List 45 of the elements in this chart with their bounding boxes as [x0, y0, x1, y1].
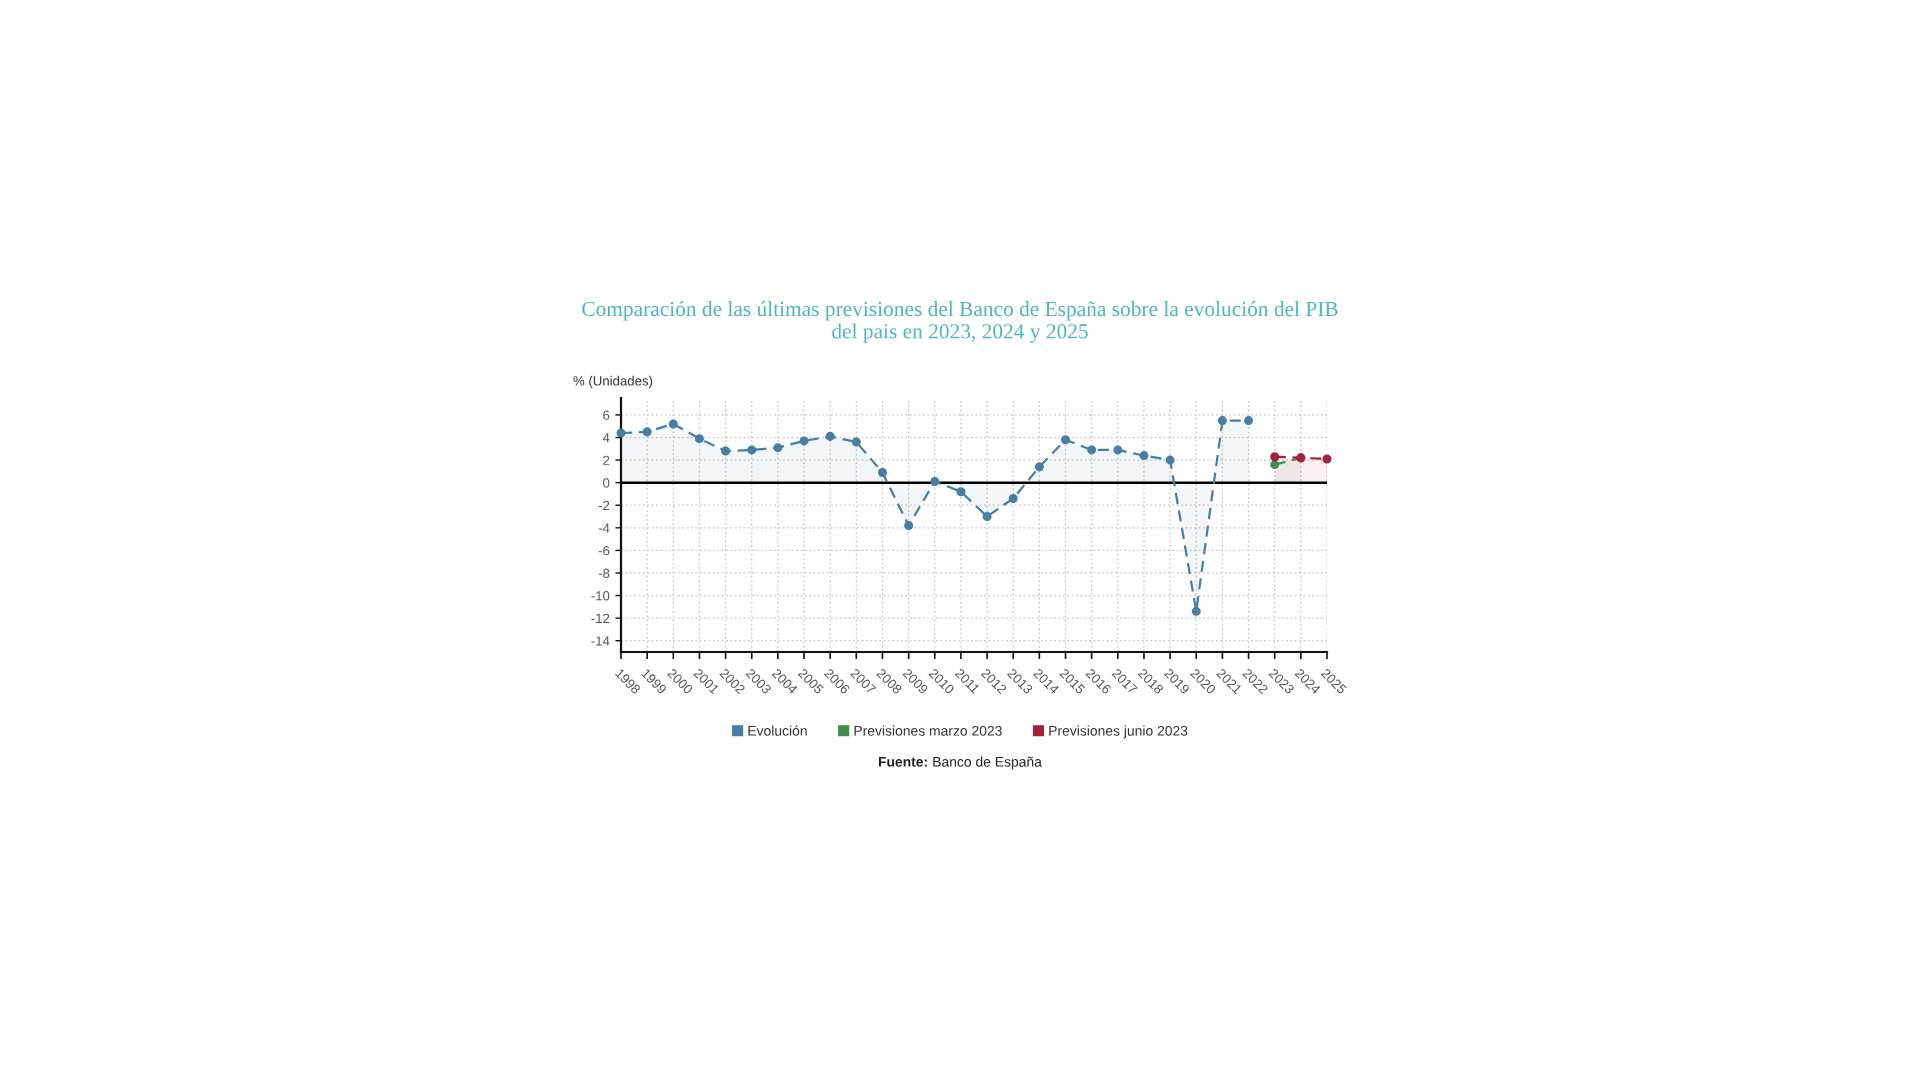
point [668, 419, 678, 429]
point [642, 427, 652, 437]
point [1322, 454, 1332, 464]
legend-label: Previsiones marzo 2023 [854, 725, 1002, 736]
point [616, 428, 626, 438]
point [904, 521, 914, 531]
point [825, 431, 835, 441]
point [773, 443, 783, 453]
y-axis-title: % (Unidades) [573, 375, 653, 389]
point [1008, 493, 1018, 503]
point [1191, 606, 1201, 616]
point [1061, 435, 1071, 445]
point [982, 512, 992, 522]
point [1244, 416, 1254, 426]
y-tick-label: -8 [598, 568, 610, 578]
y-tick-label: 2 [603, 455, 610, 465]
y-tick-label: 0 [603, 478, 610, 488]
y-tick-label: -14 [591, 636, 610, 646]
source-note: Fuente: Banco de España [878, 756, 1042, 770]
point [694, 434, 704, 444]
point [1165, 455, 1175, 465]
y-tick-label: -12 [591, 613, 610, 623]
y-tick-label: -6 [598, 545, 610, 556]
y-tick-label: -2 [598, 500, 610, 511]
chart-title: Comparación de las últimas previsiones del Banco de España sobre la evolución del PIB del pais en 2023, 2024 y 2025 [582, 301, 1338, 343]
point [721, 446, 731, 456]
point [930, 477, 940, 487]
y-tick-label: 4 [602, 433, 610, 443]
y-tick-label: 6 [603, 410, 610, 420]
point [1270, 452, 1280, 462]
y-tick-label: -10 [591, 591, 610, 601]
point [747, 445, 757, 455]
point [1034, 462, 1044, 472]
point [1139, 451, 1149, 461]
legend-label: Previsiones junio 2023 [1049, 725, 1188, 739]
point [1113, 445, 1123, 455]
point [1270, 460, 1280, 470]
point [1087, 445, 1097, 455]
legend-label: Evolución [748, 725, 807, 736]
y-tick-label: -4 [598, 523, 610, 533]
point [1217, 416, 1227, 426]
point [877, 467, 887, 478]
point [799, 436, 809, 446]
point [851, 437, 861, 447]
point [956, 487, 966, 497]
